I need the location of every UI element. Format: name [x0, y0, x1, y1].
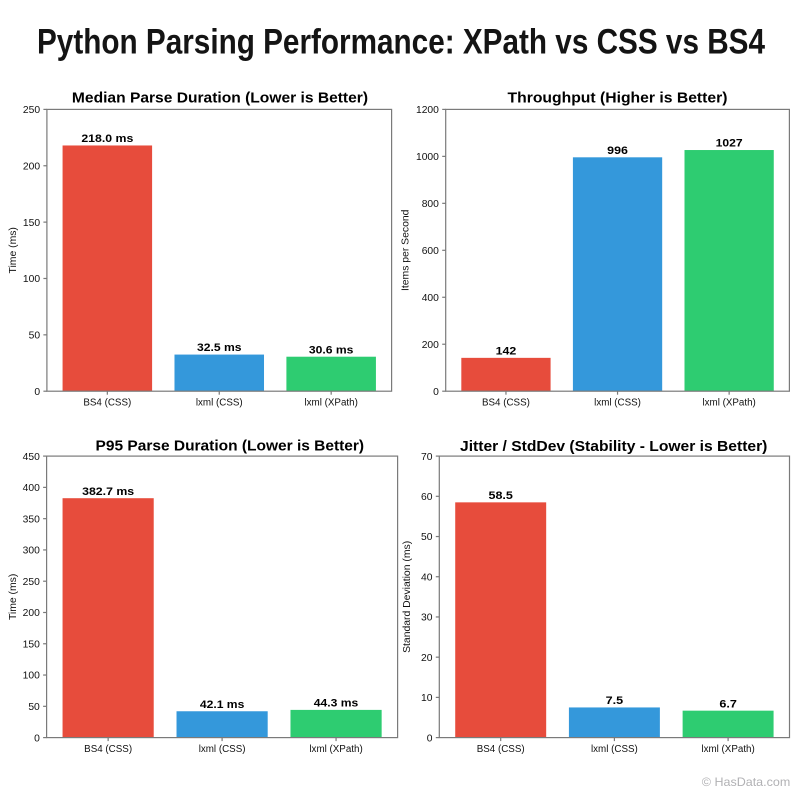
- svg-text:lxml (XPath): lxml (XPath): [702, 398, 755, 409]
- svg-text:1000: 1000: [416, 152, 439, 163]
- svg-text:Items per Second: Items per Second: [401, 209, 412, 291]
- svg-text:32.5 ms: 32.5 ms: [197, 342, 242, 354]
- svg-text:30.6 ms: 30.6 ms: [309, 344, 354, 356]
- svg-text:50: 50: [29, 331, 41, 342]
- svg-text:20: 20: [421, 653, 433, 664]
- svg-text:lxml (CSS): lxml (CSS): [196, 398, 243, 409]
- svg-text:1200: 1200: [416, 105, 439, 116]
- svg-text:50: 50: [421, 532, 433, 543]
- svg-text:Standard Deviation (ms): Standard Deviation (ms): [402, 541, 413, 653]
- svg-text:1027: 1027: [716, 138, 743, 150]
- svg-text:60: 60: [421, 492, 433, 503]
- svg-text:996: 996: [607, 145, 628, 157]
- svg-text:600: 600: [422, 246, 439, 257]
- svg-text:0: 0: [34, 387, 40, 398]
- svg-text:350: 350: [23, 514, 40, 525]
- svg-text:P95 Parse Duration (Lower is B: P95 Parse Duration (Lower is Better): [96, 439, 365, 455]
- svg-text:142: 142: [496, 345, 517, 357]
- svg-text:lxml (XPath): lxml (XPath): [701, 744, 754, 755]
- svg-text:BS4 (CSS): BS4 (CSS): [84, 744, 132, 755]
- svg-text:0: 0: [34, 733, 40, 744]
- svg-text:lxml (XPath): lxml (XPath): [304, 398, 357, 409]
- svg-text:300: 300: [23, 546, 40, 557]
- svg-text:218.0 ms: 218.0 ms: [81, 133, 133, 145]
- svg-text:44.3 ms: 44.3 ms: [314, 697, 359, 709]
- svg-text:0: 0: [427, 733, 433, 744]
- svg-text:200: 200: [23, 161, 40, 172]
- svg-text:Time (ms): Time (ms): [8, 574, 19, 620]
- svg-text:0: 0: [433, 387, 439, 398]
- svg-text:Throughput (Higher is Better): Throughput (Higher is Better): [508, 90, 728, 106]
- svg-text:150: 150: [23, 639, 40, 650]
- svg-text:Median Parse Duration (Lower i: Median Parse Duration (Lower is Better): [72, 90, 368, 106]
- svg-text:© HasData.com: © HasData.com: [702, 775, 791, 789]
- svg-text:400: 400: [422, 293, 439, 304]
- svg-text:58.5: 58.5: [489, 490, 513, 502]
- svg-text:30: 30: [421, 613, 433, 624]
- svg-text:42.1 ms: 42.1 ms: [200, 699, 245, 711]
- svg-text:250: 250: [23, 105, 40, 116]
- svg-text:250: 250: [23, 577, 40, 588]
- svg-text:800: 800: [422, 199, 439, 210]
- svg-text:200: 200: [23, 608, 40, 619]
- svg-text:lxml (XPath): lxml (XPath): [309, 744, 362, 755]
- svg-text:BS4 (CSS): BS4 (CSS): [83, 398, 131, 409]
- svg-text:Time (ms): Time (ms): [8, 227, 19, 273]
- svg-text:lxml (CSS): lxml (CSS): [199, 744, 246, 755]
- svg-text:100: 100: [23, 274, 40, 285]
- svg-text:lxml (CSS): lxml (CSS): [594, 398, 641, 409]
- svg-text:Jitter / StdDev (Stability - L: Jitter / StdDev (Stability - Lower is Be…: [460, 439, 768, 455]
- svg-text:200: 200: [422, 340, 439, 351]
- svg-text:10: 10: [421, 693, 433, 704]
- svg-text:Python Parsing Performance: XP: Python Parsing Performance: XPath vs CSS…: [37, 23, 765, 62]
- svg-text:70: 70: [421, 452, 433, 463]
- svg-text:BS4 (CSS): BS4 (CSS): [482, 398, 530, 409]
- svg-text:400: 400: [23, 483, 40, 494]
- svg-text:150: 150: [23, 218, 40, 229]
- svg-text:450: 450: [23, 452, 40, 463]
- svg-text:7.5: 7.5: [606, 695, 624, 707]
- svg-text:BS4 (CSS): BS4 (CSS): [477, 744, 525, 755]
- svg-text:lxml (CSS): lxml (CSS): [591, 744, 638, 755]
- svg-text:6.7: 6.7: [719, 698, 737, 710]
- svg-text:40: 40: [421, 572, 433, 583]
- svg-text:50: 50: [28, 702, 40, 713]
- svg-text:100: 100: [23, 671, 40, 682]
- svg-text:382.7 ms: 382.7 ms: [82, 486, 134, 498]
